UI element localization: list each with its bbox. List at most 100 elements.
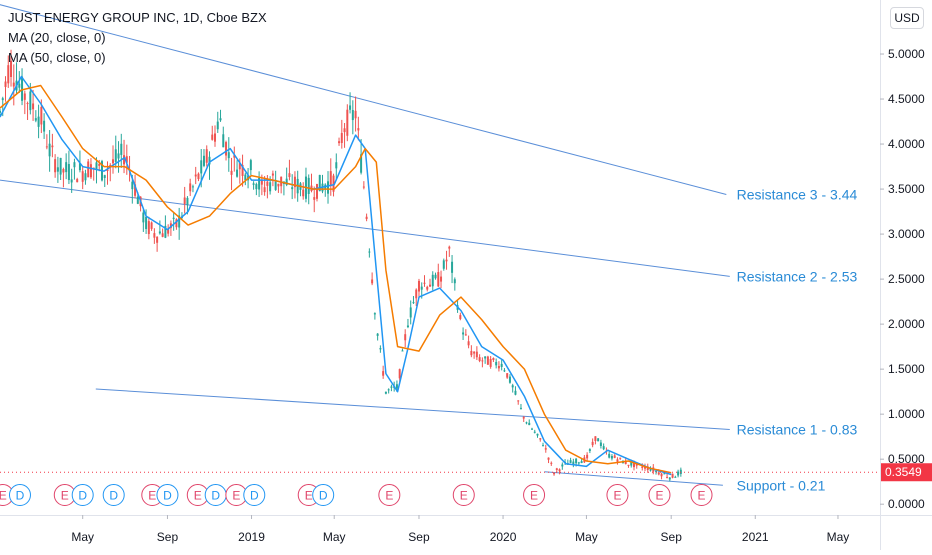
candle-body bbox=[95, 162, 98, 170]
candle-body bbox=[666, 476, 669, 478]
candle-body bbox=[161, 233, 164, 237]
candle-body bbox=[594, 436, 597, 441]
event-label: D bbox=[211, 489, 220, 503]
annotation-layer: Resistance 3 - 3.44 Resistance 2 - 2.53 Re… bbox=[737, 186, 858, 493]
candle-body bbox=[481, 360, 484, 362]
candle-body bbox=[315, 184, 318, 199]
candle-body bbox=[657, 472, 660, 475]
candle-body bbox=[655, 470, 658, 472]
earnings-event-icon bbox=[523, 484, 546, 506]
candle-body bbox=[260, 179, 263, 185]
candle-body bbox=[577, 462, 580, 464]
candle-body bbox=[123, 155, 126, 165]
currency-button[interactable]: USD bbox=[890, 7, 924, 29]
candle-body bbox=[486, 356, 489, 365]
legend-ma20[interactable]: MA (20, close, 0) bbox=[8, 30, 106, 45]
candle-body bbox=[561, 464, 564, 467]
candle-body bbox=[238, 162, 241, 170]
y-tick-label: 0.5000 bbox=[888, 452, 925, 466]
candle-body bbox=[112, 159, 115, 164]
candle-body bbox=[89, 164, 92, 178]
candle-body bbox=[142, 212, 145, 223]
candle-body bbox=[376, 333, 379, 336]
candle-body bbox=[409, 307, 412, 318]
candle-body bbox=[271, 173, 274, 176]
trendline bbox=[544, 471, 723, 486]
candle-body bbox=[219, 118, 222, 121]
candle-body bbox=[32, 103, 35, 110]
candle-body bbox=[145, 216, 148, 229]
candle-body bbox=[191, 186, 194, 188]
candle-body bbox=[147, 221, 150, 235]
candle-body bbox=[4, 81, 7, 87]
candle-body bbox=[263, 187, 266, 193]
candle-body bbox=[175, 219, 178, 228]
candle-body bbox=[459, 315, 462, 319]
candle-body bbox=[98, 163, 101, 166]
candle-body bbox=[349, 105, 352, 110]
x-tick-label: 2019 bbox=[238, 530, 265, 544]
candle-body bbox=[18, 83, 21, 88]
event-label: D bbox=[109, 489, 118, 503]
candle-body bbox=[401, 350, 404, 352]
candle-body bbox=[70, 179, 73, 183]
earnings-event-icon bbox=[648, 484, 671, 506]
candle-body bbox=[597, 438, 600, 442]
candle-body bbox=[641, 466, 644, 468]
candle-body bbox=[26, 103, 29, 105]
candle-body bbox=[54, 159, 57, 173]
candle-body bbox=[346, 109, 349, 136]
candle-body bbox=[434, 274, 437, 279]
event-label: E bbox=[530, 489, 538, 503]
candle-body bbox=[616, 459, 619, 462]
candle-body bbox=[517, 400, 520, 402]
event-label: D bbox=[16, 489, 25, 503]
candle-body bbox=[610, 456, 613, 459]
event-label: D bbox=[78, 489, 87, 503]
candle-body bbox=[649, 469, 652, 471]
candle-body bbox=[244, 174, 247, 181]
candle-body bbox=[87, 161, 90, 178]
x-tick-label: Sep bbox=[157, 530, 179, 544]
candle-body bbox=[211, 134, 214, 140]
candle-body bbox=[59, 157, 62, 175]
event-label: D bbox=[163, 489, 172, 503]
dividend-event-icon bbox=[102, 484, 125, 506]
candle-body bbox=[65, 162, 68, 173]
candle-body bbox=[473, 351, 476, 354]
last-price-badge bbox=[881, 463, 932, 482]
candle-body bbox=[484, 356, 487, 359]
chart-title: JUST ENERGY GROUP INC, 1D, Cboe BZX bbox=[8, 10, 267, 25]
candle-body bbox=[335, 162, 338, 169]
candle-body bbox=[599, 442, 602, 446]
candle-body bbox=[241, 164, 244, 176]
candle-body bbox=[332, 175, 335, 192]
candle-body bbox=[522, 416, 525, 419]
candle-body bbox=[462, 332, 465, 335]
candle-body bbox=[225, 142, 228, 156]
candle-body bbox=[277, 183, 280, 187]
candle-body bbox=[189, 183, 192, 192]
candle-body bbox=[285, 178, 288, 185]
candle-body bbox=[536, 433, 539, 436]
earnings-event-icon bbox=[452, 484, 475, 506]
x-tick-label: Sep bbox=[661, 530, 683, 544]
candle-body bbox=[544, 448, 547, 450]
candle-body bbox=[233, 155, 236, 158]
y-tick-label: 1.0000 bbox=[888, 407, 925, 421]
candle-body bbox=[76, 179, 79, 183]
legend-ma50[interactable]: MA (50, close, 0) bbox=[8, 50, 106, 65]
candle-body bbox=[205, 149, 208, 163]
candle-body bbox=[45, 146, 48, 148]
event-label: D bbox=[319, 489, 328, 503]
candle-body bbox=[371, 279, 374, 284]
y-tick-label: 0.0000 bbox=[888, 497, 925, 511]
candle-body bbox=[575, 458, 578, 464]
candle-body bbox=[156, 236, 159, 243]
candle-body bbox=[503, 370, 506, 372]
x-tick-label: 2021 bbox=[742, 530, 769, 544]
